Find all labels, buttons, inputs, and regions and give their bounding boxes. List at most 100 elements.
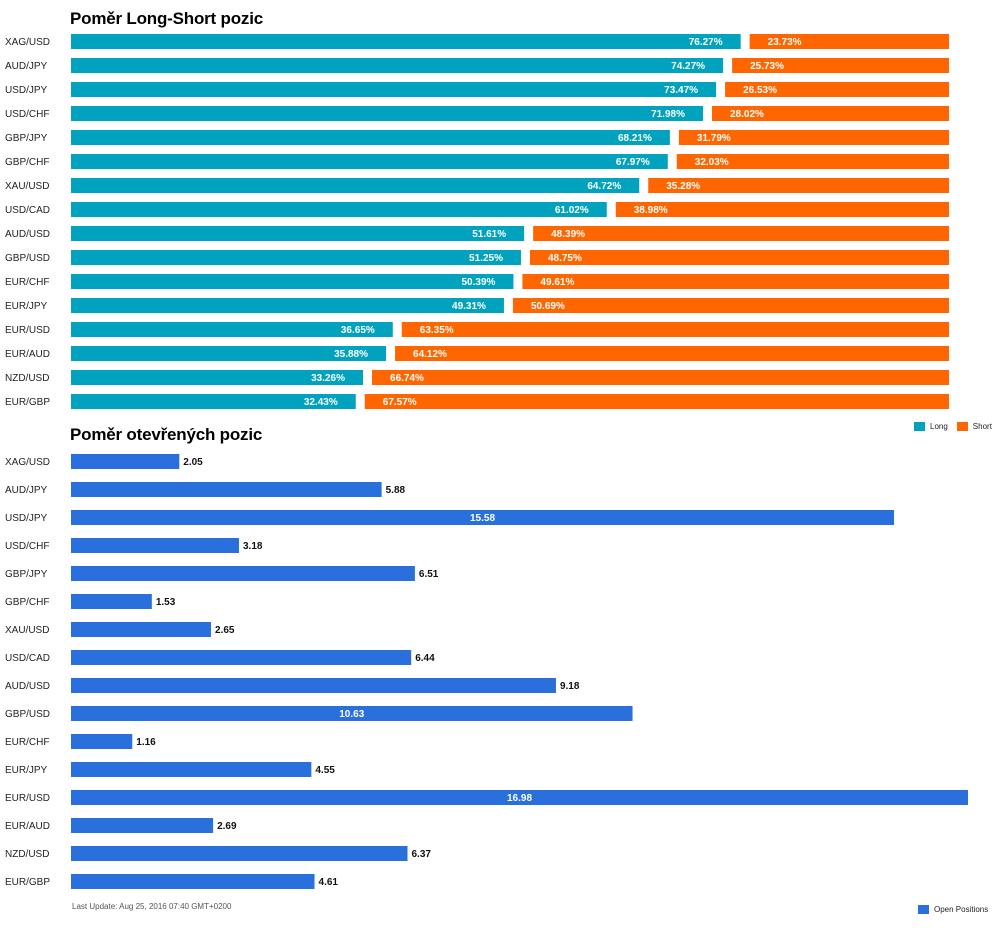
last-update-text: Last Update: Aug 25, 2016 07:40 GMT+0200 [72,902,232,911]
category-label: NZD/USD [5,849,49,860]
bar-open-positions [71,650,412,665]
short-value-label: 50.69% [531,301,565,312]
short-value-label: 67.57% [383,397,417,408]
bar-open-positions [71,678,556,693]
long-value-label: 33.26% [311,373,345,384]
category-label: EUR/JPY [5,301,48,312]
category-label: EUR/JPY [5,765,48,776]
category-label: GBP/CHF [5,597,49,608]
bar-open-positions [71,482,382,497]
bar-open-positions [71,566,415,581]
bar-short [529,250,949,265]
bar-long [71,346,387,361]
category-label: USD/CAD [5,653,50,664]
bar-long [71,250,521,265]
bar-open-positions [71,706,633,721]
long-value-label: 73.47% [664,85,698,96]
bar-open-positions [71,874,315,889]
open-value-label: 6.37 [412,849,432,860]
bar-short [615,202,949,217]
open-value-label: 1.53 [156,597,176,608]
bar-open-positions [71,734,133,749]
category-label: AUD/USD [5,229,50,240]
long-value-label: 50.39% [462,277,496,288]
bar-open-positions [71,622,211,637]
long-value-label: 36.65% [341,325,375,336]
category-label: EUR/CHF [5,737,49,748]
short-value-label: 63.35% [420,325,454,336]
bar-open-positions [71,818,214,833]
category-label: EUR/USD [5,325,50,336]
long-value-label: 76.27% [689,37,723,48]
category-label: GBP/CHF [5,157,49,168]
bar-long [71,298,504,313]
open-value-label: 1.16 [136,737,156,748]
short-value-label: 23.73% [768,37,802,48]
short-value-label: 28.02% [730,109,764,120]
bar-short [395,346,950,361]
category-label: EUR/USD [5,793,50,804]
bar-long [71,226,525,241]
legend-item-short: Short [956,422,992,431]
category-label: USD/JPY [5,85,48,96]
category-label: USD/CHF [5,109,49,120]
category-label: NZD/USD [5,373,49,384]
bar-open-positions [71,538,239,553]
bar-long [71,34,741,49]
short-value-label: 32.03% [695,157,729,168]
short-value-label: 48.39% [551,229,585,240]
open-value-label: 15.58 [470,513,495,524]
long-short-legend: Long Short [905,422,992,431]
category-label: EUR/AUD [5,821,50,832]
legend-swatch-short [956,422,968,431]
short-value-label: 35.28% [666,181,700,192]
bar-short [401,322,949,337]
open-value-label: 9.18 [560,681,580,692]
bar-short [678,130,949,145]
short-value-label: 49.61% [540,277,574,288]
bar-long [71,82,717,97]
bar-open-positions [71,454,180,469]
category-label: USD/JPY [5,513,48,524]
long-value-label: 51.25% [469,253,503,264]
category-label: AUD/JPY [5,61,48,72]
open-value-label: 10.63 [339,709,364,720]
category-label: XAU/USD [5,625,49,636]
category-label: GBP/JPY [5,133,48,144]
category-label: EUR/AUD [5,349,50,360]
long-value-label: 67.97% [616,157,650,168]
bar-long [71,274,514,289]
category-label: AUD/USD [5,681,50,692]
long-value-label: 74.27% [671,61,705,72]
category-label: GBP/USD [5,709,50,720]
long-value-label: 61.02% [555,205,589,216]
category-label: XAG/USD [5,37,50,48]
long-value-label: 32.43% [304,397,338,408]
bar-short [725,82,949,97]
bar-short [648,178,949,193]
open-value-label: 16.98 [507,793,532,804]
bar-short [533,226,949,241]
open-value-label: 3.18 [243,541,263,552]
short-value-label: 26.53% [743,85,777,96]
legend-item-long: Long [914,422,948,431]
legend-label-long: Long [930,422,948,431]
category-label: GBP/USD [5,253,50,264]
long-value-label: 35.88% [334,349,368,360]
open-positions-legend: Open Positions [909,905,988,914]
open-value-label: 4.61 [319,877,339,888]
category-label: USD/CAD [5,205,50,216]
long-value-label: 71.98% [651,109,685,120]
category-label: EUR/GBP [5,877,50,888]
category-label: EUR/GBP [5,397,50,408]
bar-long [71,370,364,385]
short-value-label: 38.98% [634,205,668,216]
short-value-label: 64.12% [413,349,447,360]
bar-short [711,106,949,121]
bar-short [364,394,949,409]
short-value-label: 25.73% [750,61,784,72]
legend-swatch-long [914,422,925,431]
bar-open-positions [71,510,895,525]
category-label: GBP/JPY [5,569,48,580]
